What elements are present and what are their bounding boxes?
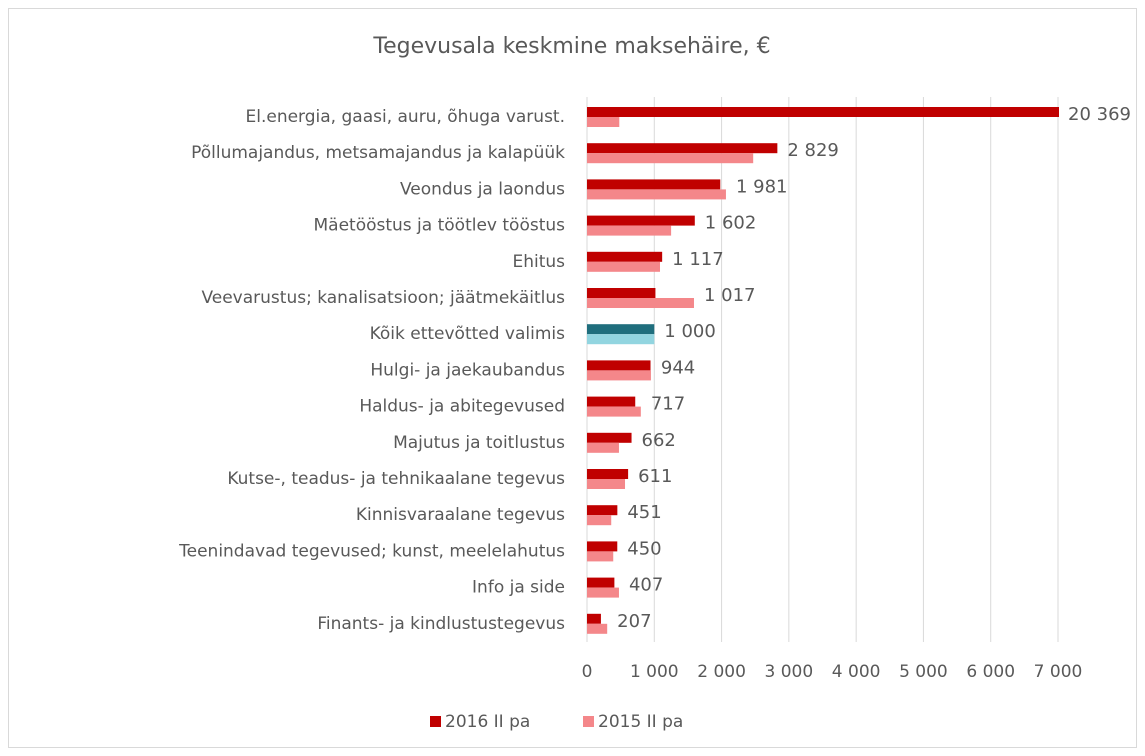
y-tick-label: Teenindavad tegevused; kunst, meelelahut… bbox=[178, 541, 565, 561]
y-tick-label: Kinnisvaraalane tegevus bbox=[356, 505, 565, 525]
bar bbox=[587, 251, 663, 262]
data-label: 1 981 bbox=[736, 176, 788, 197]
bar bbox=[587, 189, 726, 200]
bar bbox=[587, 215, 695, 226]
bar bbox=[587, 360, 651, 371]
bar bbox=[587, 107, 1059, 117]
bar bbox=[587, 587, 619, 598]
bar bbox=[587, 153, 754, 164]
data-label: 407 bbox=[629, 575, 663, 596]
legend-label: 2016 II pa bbox=[445, 712, 530, 732]
y-tick-label: Veevarustus; kanalisatsioon; jäätmekäitl… bbox=[201, 288, 565, 308]
x-tick-label: 0 bbox=[582, 662, 593, 682]
bar bbox=[587, 515, 612, 526]
x-tick-label: 4 000 bbox=[832, 662, 881, 682]
y-tick-label: Ehitus bbox=[512, 252, 565, 272]
bar bbox=[587, 298, 694, 308]
bar bbox=[587, 334, 655, 345]
bar bbox=[587, 370, 651, 381]
y-tick-label: Hulgi- ja jaekaubandus bbox=[370, 360, 565, 380]
data-label: 717 bbox=[651, 394, 685, 415]
data-label: 662 bbox=[642, 430, 676, 451]
y-tick-label: Majutus ja toitlustus bbox=[393, 433, 565, 453]
y-tick-label: Veondus ja laondus bbox=[400, 179, 565, 199]
data-label: 1 000 bbox=[664, 321, 716, 342]
bar bbox=[587, 442, 619, 453]
bar bbox=[587, 396, 636, 407]
bar bbox=[587, 406, 641, 417]
data-label: 944 bbox=[661, 357, 695, 378]
bar bbox=[587, 551, 614, 562]
data-label: 1 602 bbox=[705, 213, 757, 234]
bar bbox=[587, 541, 618, 552]
data-label: 451 bbox=[627, 502, 661, 523]
x-tick-label: 3 000 bbox=[765, 662, 814, 682]
y-tick-label: Info ja side bbox=[472, 578, 565, 598]
legend-swatch bbox=[583, 716, 594, 727]
y-tick-label: El.energia, gaasi, auru, õhuga varust. bbox=[246, 107, 566, 127]
data-label: 1 117 bbox=[672, 249, 724, 270]
data-label: 20 369 bbox=[1068, 104, 1131, 125]
chart-frame bbox=[8, 8, 1137, 748]
data-label: 611 bbox=[638, 466, 672, 487]
x-tick-label: 6 000 bbox=[966, 662, 1015, 682]
bar bbox=[587, 143, 778, 154]
bar bbox=[587, 225, 672, 236]
data-label: 207 bbox=[617, 611, 651, 632]
bar bbox=[587, 623, 608, 634]
y-tick-label: Kutse-, teadus- ja tehnikaalane tegevus bbox=[227, 469, 565, 489]
y-tick-label: Haldus- ja abitegevused bbox=[359, 397, 565, 417]
y-tick-label: Põllumajandus, metsamajandus ja kalapüük bbox=[191, 143, 565, 163]
bar bbox=[587, 179, 721, 190]
chart-title: Tegevusala keskmine maksehäire, € bbox=[372, 34, 770, 59]
bar bbox=[587, 324, 655, 335]
x-tick-label: 7 000 bbox=[1034, 662, 1083, 682]
bar bbox=[587, 469, 629, 479]
bar bbox=[587, 479, 626, 489]
data-label: 2 829 bbox=[787, 140, 839, 161]
x-tick-label: 5 000 bbox=[899, 662, 948, 682]
bar bbox=[587, 505, 618, 516]
bar bbox=[587, 288, 656, 298]
legend-swatch bbox=[430, 716, 441, 727]
bar bbox=[587, 432, 632, 443]
y-tick-label: Mäetööstus ja töötlev tööstus bbox=[313, 216, 565, 236]
bar bbox=[587, 577, 615, 588]
legend-label: 2015 II pa bbox=[598, 712, 683, 732]
data-label: 1 017 bbox=[704, 285, 756, 306]
y-tick-label: Kõik ettevõtted valimis bbox=[370, 324, 566, 344]
bar bbox=[587, 613, 601, 624]
x-tick-label: 2 000 bbox=[697, 662, 746, 682]
bar bbox=[587, 117, 620, 127]
x-tick-label: 1 000 bbox=[630, 662, 679, 682]
data-label: 450 bbox=[627, 538, 661, 559]
y-tick-label: Finants- ja kindlustustegevus bbox=[317, 614, 565, 634]
bar bbox=[587, 261, 661, 272]
